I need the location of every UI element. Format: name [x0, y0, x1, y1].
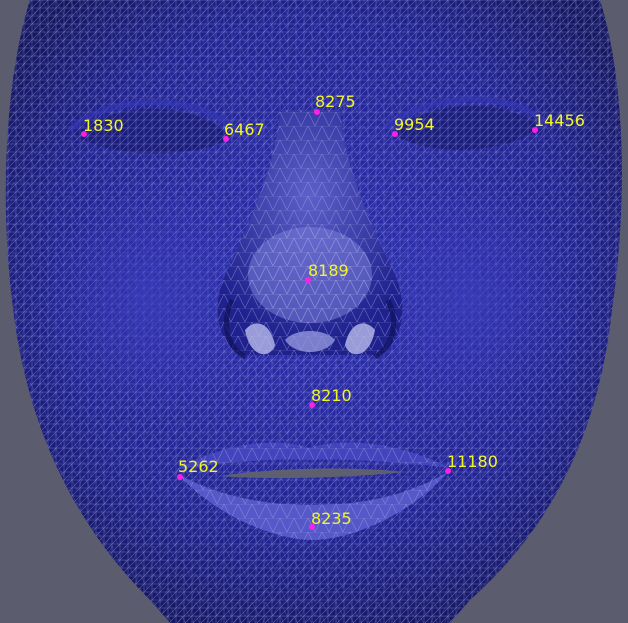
landmark-dot — [305, 277, 311, 283]
landmark-9954[interactable]: 9954 — [392, 115, 435, 137]
landmark-label: 8189 — [308, 261, 349, 280]
landmark-label: 8210 — [311, 386, 352, 405]
landmark-dot — [309, 524, 315, 530]
landmark-label: 6467 — [224, 120, 265, 139]
landmark-dot — [177, 474, 183, 480]
landmark-label: 8235 — [311, 509, 352, 528]
landmark-label: 8275 — [315, 92, 356, 111]
landmark-14456[interactable]: 14456 — [532, 111, 585, 133]
landmark-8235[interactable]: 8235 — [309, 509, 352, 530]
landmark-label: 14456 — [534, 111, 585, 130]
landmark-dot — [223, 136, 229, 142]
eye-right — [383, 96, 551, 150]
landmark-5262[interactable]: 5262 — [177, 457, 219, 480]
face-surface — [5, 0, 622, 623]
landmark-1830[interactable]: 1830 — [81, 116, 124, 137]
landmark-dot — [392, 131, 398, 137]
landmark-dot — [81, 131, 87, 137]
landmark-8275[interactable]: 8275 — [314, 92, 356, 115]
landmark-8189[interactable]: 8189 — [305, 261, 349, 283]
landmark-label: 9954 — [394, 115, 435, 134]
landmark-8210[interactable]: 8210 — [309, 386, 352, 408]
landmark-dot — [532, 127, 538, 133]
landmark-dot — [314, 109, 320, 115]
mouth — [175, 442, 450, 540]
landmark-label: 5262 — [178, 457, 219, 476]
landmark-11180[interactable]: 11180 — [445, 452, 498, 474]
eye-left — [67, 99, 243, 154]
landmark-label: 1830 — [83, 116, 124, 135]
landmark-label: 11180 — [447, 452, 498, 471]
nose — [217, 110, 403, 360]
landmark-6467[interactable]: 6467 — [223, 120, 265, 142]
landmark-dot — [309, 402, 315, 408]
landmark-dot — [445, 468, 451, 474]
